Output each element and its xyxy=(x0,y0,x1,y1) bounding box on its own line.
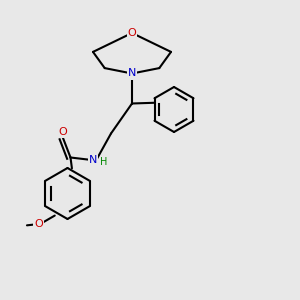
Text: O: O xyxy=(58,127,68,137)
Text: O: O xyxy=(34,219,43,229)
Text: N: N xyxy=(89,155,97,166)
Text: O: O xyxy=(128,28,136,38)
Text: N: N xyxy=(128,68,136,79)
Text: H: H xyxy=(100,157,107,167)
